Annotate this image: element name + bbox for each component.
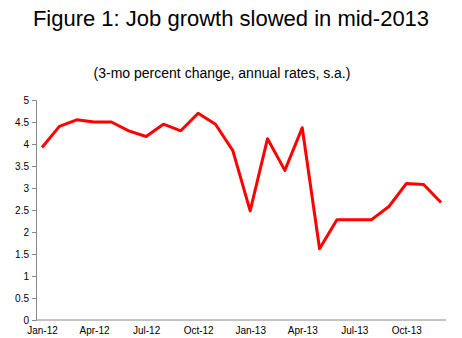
y-tick-label: 0.5 [15, 293, 29, 304]
y-tick-label: 3 [23, 183, 29, 194]
x-tick-label: Oct-12 [184, 325, 214, 336]
y-tick: 4 [23, 139, 36, 150]
y-tick-mark [32, 232, 36, 233]
x-tick: Jul-13 [341, 320, 369, 336]
x-axis-line [36, 320, 446, 321]
x-tick-label: Jan-13 [235, 325, 266, 336]
x-tick-label: Apr-12 [80, 325, 110, 336]
x-axis: Jan-12 Apr-12 Jul-12 Oct-12 Jan-13 Apr-13 Jul-… [27, 320, 446, 336]
x-tick: Apr-12 [80, 320, 110, 336]
y-tick: 4.5 [15, 117, 36, 128]
y-tick-mark [32, 276, 36, 277]
y-tick-mark [32, 144, 36, 145]
y-tick-mark [32, 122, 36, 123]
y-tick-mark [32, 100, 36, 101]
y-tick-mark [32, 320, 36, 321]
x-tick: Oct-12 [184, 320, 214, 336]
x-tick-label: Jul-12 [133, 325, 161, 336]
plot-area [42, 113, 441, 249]
y-tick: 1 [23, 271, 36, 282]
y-tick-mark [32, 166, 36, 167]
y-tick-label: 0 [23, 315, 29, 326]
y-tick: 3.5 [15, 161, 36, 172]
x-tick: Apr-13 [288, 320, 318, 336]
y-tick: 2.5 [15, 205, 36, 216]
subtitle: (3-mo percent change, annual rates, s.a.… [94, 65, 351, 81]
y-tick-label: 4 [23, 139, 29, 150]
x-tick-label: Apr-13 [288, 325, 318, 336]
series-line [42, 113, 441, 249]
x-tick: Oct-13 [392, 320, 422, 336]
y-tick: 3 [23, 183, 36, 194]
y-tick-label: 2.5 [15, 205, 29, 216]
x-tick: Jul-12 [133, 320, 161, 336]
y-tick: 0.5 [15, 293, 36, 304]
y-tick-label: 1.5 [15, 249, 29, 260]
x-tick: Jan-13 [235, 320, 266, 336]
x-tick: Jan-12 [27, 320, 58, 336]
y-tick-label: 3.5 [15, 161, 29, 172]
y-tick-mark [32, 298, 36, 299]
y-tick-label: 1 [23, 271, 29, 282]
y-tick-label: 5 [23, 95, 29, 106]
y-tick-label: 4.5 [15, 117, 29, 128]
y-tick: 2 [23, 227, 36, 238]
y-tick-mark [32, 188, 36, 189]
y-tick: 5 [23, 95, 36, 106]
y-tick-mark [32, 254, 36, 255]
x-tick-label: Jan-12 [27, 325, 58, 336]
y-tick-mark [32, 210, 36, 211]
y-tick: 0 [23, 315, 36, 326]
chart: Figure 1: Job growth slowed in mid-2013 (… [0, 0, 462, 338]
y-tick-label: 2 [23, 227, 29, 238]
x-tick-label: Jul-13 [341, 325, 369, 336]
title: Figure 1: Job growth slowed in mid-2013 [33, 6, 429, 31]
y-axis: 0 0.5 1 1.5 2 2.5 3 3.5 4 4.5 5 [15, 95, 36, 326]
y-axis-line [32, 101, 37, 321]
x-tick-label: Oct-13 [392, 325, 422, 336]
y-tick: 1.5 [15, 249, 36, 260]
